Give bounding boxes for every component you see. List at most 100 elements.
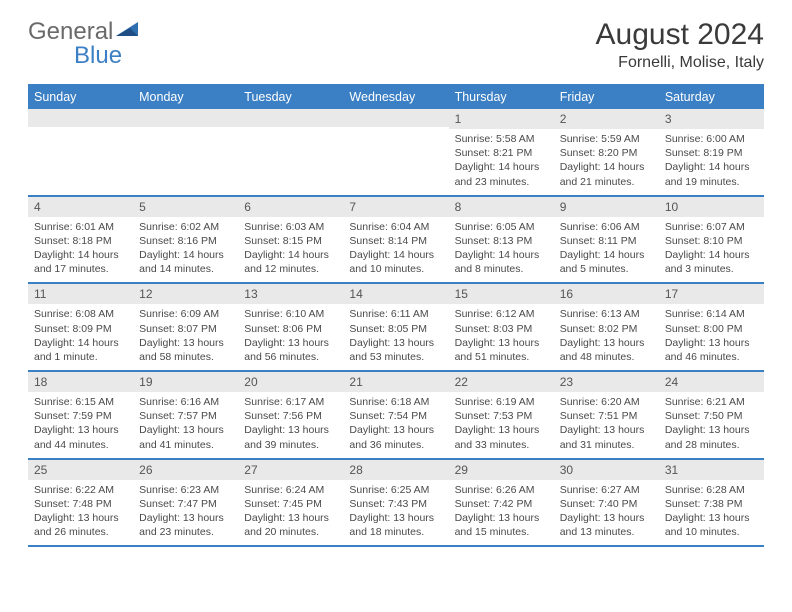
calendar-cell-empty [133, 109, 238, 195]
day-details: Sunrise: 6:07 AMSunset: 8:10 PMDaylight:… [659, 217, 764, 283]
day-number: 1 [449, 109, 554, 129]
calendar-cell: 28Sunrise: 6:25 AMSunset: 7:43 PMDayligh… [343, 460, 448, 546]
day-number [133, 109, 238, 127]
daylight-line: Daylight: 14 hours and 21 minutes. [560, 160, 653, 188]
day-number: 15 [449, 284, 554, 304]
sunset-line: Sunset: 7:42 PM [455, 497, 548, 511]
day-number: 21 [343, 372, 448, 392]
sunrise-line: Sunrise: 6:23 AM [139, 483, 232, 497]
daylight-line: Daylight: 14 hours and 1 minute. [34, 336, 127, 364]
logo-triangle-icon [116, 20, 142, 41]
day-number: 13 [238, 284, 343, 304]
sunrise-line: Sunrise: 5:59 AM [560, 132, 653, 146]
day-number: 19 [133, 372, 238, 392]
daylight-line: Daylight: 13 hours and 51 minutes. [455, 336, 548, 364]
title-block: August 2024 Fornelli, Molise, Italy [596, 18, 764, 72]
daylight-line: Daylight: 13 hours and 41 minutes. [139, 423, 232, 451]
day-details: Sunrise: 6:03 AMSunset: 8:15 PMDaylight:… [238, 217, 343, 283]
sunset-line: Sunset: 8:18 PM [34, 234, 127, 248]
sunset-line: Sunset: 7:59 PM [34, 409, 127, 423]
sunset-line: Sunset: 8:14 PM [349, 234, 442, 248]
calendar-cell: 24Sunrise: 6:21 AMSunset: 7:50 PMDayligh… [659, 372, 764, 458]
day-number: 23 [554, 372, 659, 392]
sunrise-line: Sunrise: 6:18 AM [349, 395, 442, 409]
calendar-cell: 13Sunrise: 6:10 AMSunset: 8:06 PMDayligh… [238, 284, 343, 370]
calendar-cell: 29Sunrise: 6:26 AMSunset: 7:42 PMDayligh… [449, 460, 554, 546]
sunset-line: Sunset: 7:56 PM [244, 409, 337, 423]
daylight-line: Daylight: 14 hours and 10 minutes. [349, 248, 442, 276]
day-number [28, 109, 133, 127]
daylight-line: Daylight: 14 hours and 5 minutes. [560, 248, 653, 276]
day-details: Sunrise: 6:14 AMSunset: 8:00 PMDaylight:… [659, 304, 764, 370]
calendar-cell: 16 Sunrise: 6:13 AMSunset: 8:02 PMDayligh… [554, 284, 659, 370]
calendar-cell: 31Sunrise: 6:28 AMSunset: 7:38 PMDayligh… [659, 460, 764, 546]
calendar-cell: 12Sunrise: 6:09 AMSunset: 8:07 PMDayligh… [133, 284, 238, 370]
calendar-week-row: 1Sunrise: 5:58 AMSunset: 8:21 PMDaylight… [28, 109, 764, 197]
location-subtitle: Fornelli, Molise, Italy [596, 54, 764, 72]
day-number: 28 [343, 460, 448, 480]
day-number: 16 [554, 284, 659, 304]
day-number: 7 [343, 197, 448, 217]
calendar-cell: 30Sunrise: 6:27 AMSunset: 7:40 PMDayligh… [554, 460, 659, 546]
daylight-line: Daylight: 13 hours and 53 minutes. [349, 336, 442, 364]
day-details: Sunrise: 6:19 AMSunset: 7:53 PMDaylight:… [449, 392, 554, 458]
day-number: 11 [28, 284, 133, 304]
sunset-line: Sunset: 8:19 PM [665, 146, 758, 160]
calendar-cell: 8 Sunrise: 6:05 AMSunset: 8:13 PMDaylight… [449, 197, 554, 283]
daylight-line: Daylight: 14 hours and 19 minutes. [665, 160, 758, 188]
daylight-line: Daylight: 13 hours and 58 minutes. [139, 336, 232, 364]
daylight-line: Daylight: 13 hours and 13 minutes. [560, 511, 653, 539]
calendar-cell: 7 Sunrise: 6:04 AMSunset: 8:14 PMDaylight… [343, 197, 448, 283]
sunrise-line: Sunrise: 6:05 AM [455, 220, 548, 234]
day-details: Sunrise: 6:22 AMSunset: 7:48 PMDaylight:… [28, 480, 133, 546]
calendar-cell: 3Sunrise: 6:00 AMSunset: 8:19 PMDaylight… [659, 109, 764, 195]
weekday-header: Saturday [659, 86, 764, 109]
day-details: Sunrise: 6:10 AMSunset: 8:06 PMDaylight:… [238, 304, 343, 370]
day-number: 31 [659, 460, 764, 480]
sunrise-line: Sunrise: 6:22 AM [34, 483, 127, 497]
sunset-line: Sunset: 7:48 PM [34, 497, 127, 511]
daylight-line: Daylight: 13 hours and 18 minutes. [349, 511, 442, 539]
day-details [28, 127, 133, 185]
day-number: 22 [449, 372, 554, 392]
calendar-cell-empty [238, 109, 343, 195]
day-number: 3 [659, 109, 764, 129]
day-details: Sunrise: 6:21 AMSunset: 7:50 PMDaylight:… [659, 392, 764, 458]
weekday-header: Friday [554, 86, 659, 109]
calendar-cell: 18 Sunrise: 6:15 AMSunset: 7:59 PMDayligh… [28, 372, 133, 458]
daylight-line: Daylight: 13 hours and 44 minutes. [34, 423, 127, 451]
weekday-header-row: Sunday Monday Tuesday Wednesday Thursday… [28, 86, 764, 109]
day-details: Sunrise: 6:02 AMSunset: 8:16 PMDaylight:… [133, 217, 238, 283]
daylight-line: Daylight: 13 hours and 48 minutes. [560, 336, 653, 364]
sunset-line: Sunset: 8:02 PM [560, 322, 653, 336]
day-number: 24 [659, 372, 764, 392]
calendar-cell: 9Sunrise: 6:06 AMSunset: 8:11 PMDaylight… [554, 197, 659, 283]
sunrise-line: Sunrise: 6:15 AM [34, 395, 127, 409]
calendar-cell: 27Sunrise: 6:24 AMSunset: 7:45 PMDayligh… [238, 460, 343, 546]
day-number: 8 [449, 197, 554, 217]
daylight-line: Daylight: 14 hours and 8 minutes. [455, 248, 548, 276]
daylight-line: Daylight: 13 hours and 10 minutes. [665, 511, 758, 539]
weekday-header: Wednesday [343, 86, 448, 109]
calendar-cell: 20Sunrise: 6:17 AMSunset: 7:56 PMDayligh… [238, 372, 343, 458]
calendar-cell: 6Sunrise: 6:03 AMSunset: 8:15 PMDaylight… [238, 197, 343, 283]
day-number: 29 [449, 460, 554, 480]
sunset-line: Sunset: 8:00 PM [665, 322, 758, 336]
sunset-line: Sunset: 8:10 PM [665, 234, 758, 248]
daylight-line: Daylight: 13 hours and 46 minutes. [665, 336, 758, 364]
day-details: Sunrise: 5:58 AMSunset: 8:21 PMDaylight:… [449, 129, 554, 195]
day-number: 18 [28, 372, 133, 392]
sunrise-line: Sunrise: 6:01 AM [34, 220, 127, 234]
day-details: Sunrise: 6:20 AMSunset: 7:51 PMDaylight:… [554, 392, 659, 458]
sunset-line: Sunset: 8:13 PM [455, 234, 548, 248]
sunrise-line: Sunrise: 6:13 AM [560, 307, 653, 321]
sunset-line: Sunset: 8:15 PM [244, 234, 337, 248]
calendar-cell: 11Sunrise: 6:08 AMSunset: 8:09 PMDayligh… [28, 284, 133, 370]
day-number [343, 109, 448, 127]
sunrise-line: Sunrise: 6:17 AM [244, 395, 337, 409]
day-details: Sunrise: 6:25 AMSunset: 7:43 PMDaylight:… [343, 480, 448, 546]
sunrise-line: Sunrise: 6:04 AM [349, 220, 442, 234]
sunrise-line: Sunrise: 6:21 AM [665, 395, 758, 409]
day-details: Sunrise: 6:01 AMSunset: 8:18 PMDaylight:… [28, 217, 133, 283]
sunset-line: Sunset: 8:20 PM [560, 146, 653, 160]
